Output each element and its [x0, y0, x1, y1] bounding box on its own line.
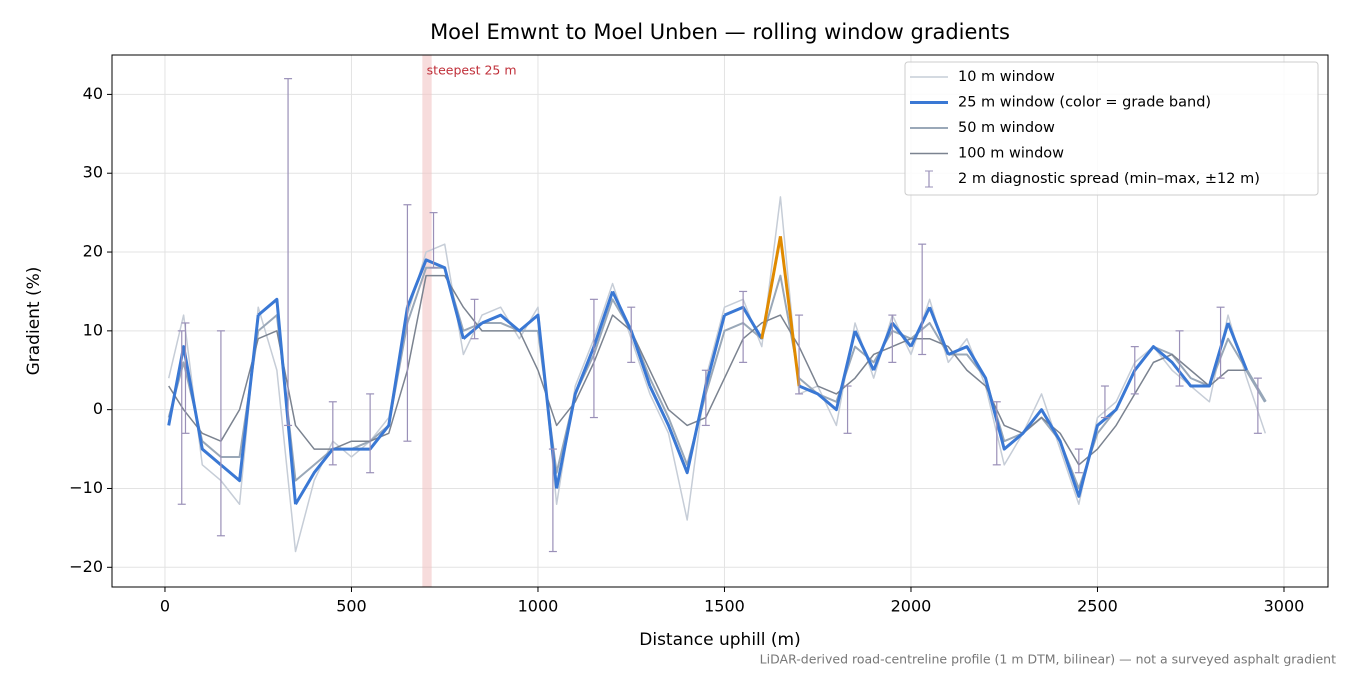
y-tick-label: 10 [83, 320, 103, 339]
error-bar [470, 298, 479, 340]
line-series [798, 330, 857, 412]
y-tick-label: 30 [83, 163, 103, 182]
error-bar [701, 369, 710, 427]
error-bar [1130, 346, 1139, 395]
line-series [294, 306, 409, 506]
y-tick-label: 40 [83, 84, 103, 103]
line-series [481, 313, 559, 489]
chart-title: Moel Emwnt to Moel Unben — rolling windo… [430, 20, 1010, 44]
legend-label: 25 m window (color = grade band) [958, 95, 1211, 111]
line-series [406, 258, 465, 340]
error-bar [739, 290, 748, 363]
x-tick-label: 1000 [518, 597, 559, 616]
error-bar [366, 393, 375, 474]
line-series [648, 314, 726, 475]
line-series [555, 290, 614, 489]
x-tick-label: 500 [336, 597, 367, 616]
error-bar [795, 314, 804, 395]
error-bar [548, 448, 557, 553]
line-series [760, 236, 782, 340]
line-series [257, 297, 298, 505]
line-series [1245, 369, 1267, 403]
line-series [853, 330, 876, 371]
error-bar [328, 401, 337, 466]
error-bar [1100, 385, 1109, 419]
x-tick-label: 0 [160, 597, 170, 616]
line-series [1226, 322, 1249, 371]
x-axis-label: Distance uphill (m) [639, 630, 800, 650]
line-series [872, 322, 894, 371]
error-bar [918, 243, 927, 356]
legend-box [904, 61, 1319, 196]
error-bar [1074, 448, 1083, 474]
line-series [947, 322, 1230, 498]
error-bar [1216, 306, 1225, 379]
y-tick-label: −20 [69, 557, 103, 576]
line-series [167, 196, 1267, 553]
error-bar [181, 322, 190, 434]
error-bar [284, 78, 293, 427]
legend-label: 2 m diagnostic spread (min–max, ±12 m) [958, 171, 1260, 187]
y-tick-label: 0 [93, 399, 103, 418]
error-bar [1175, 330, 1184, 387]
error-bar [888, 314, 897, 363]
highlight-label: steepest 25 m [427, 63, 517, 78]
error-bar [843, 385, 852, 434]
error-bar [177, 330, 186, 505]
error-bar [992, 401, 1001, 466]
line-series [168, 274, 1266, 466]
error-bar [403, 204, 412, 442]
y-tick-label: 20 [83, 242, 103, 261]
legend-label: 50 m window [958, 120, 1055, 136]
error-bar [1253, 377, 1262, 434]
y-axis-label: Gradient (%) [24, 267, 44, 376]
legend-label: 10 m window [958, 69, 1055, 85]
legend-label: 100 m window [958, 146, 1064, 162]
highlight-span [422, 55, 432, 587]
legend: 10 m window 25 m window (color = grade ba… [904, 61, 1319, 196]
x-tick-label: 2000 [891, 597, 932, 616]
line-series [778, 236, 801, 387]
y-tick-label: −10 [69, 478, 103, 497]
x-tick-label: 2500 [1077, 597, 1118, 616]
line-series [909, 306, 931, 348]
line-series [891, 322, 913, 348]
error-bar [589, 298, 598, 419]
line-series [462, 321, 483, 340]
error-bar [429, 212, 438, 269]
line-series [928, 306, 950, 356]
error-bar [627, 306, 636, 363]
line-series [167, 314, 260, 483]
x-tick-label: 3000 [1264, 597, 1305, 616]
error-bar [216, 330, 225, 537]
footnote: LiDAR-derived road-centreline profile (1… [760, 652, 1336, 667]
x-tick-label: 1500 [704, 597, 745, 616]
plot-frame [111, 54, 1329, 588]
